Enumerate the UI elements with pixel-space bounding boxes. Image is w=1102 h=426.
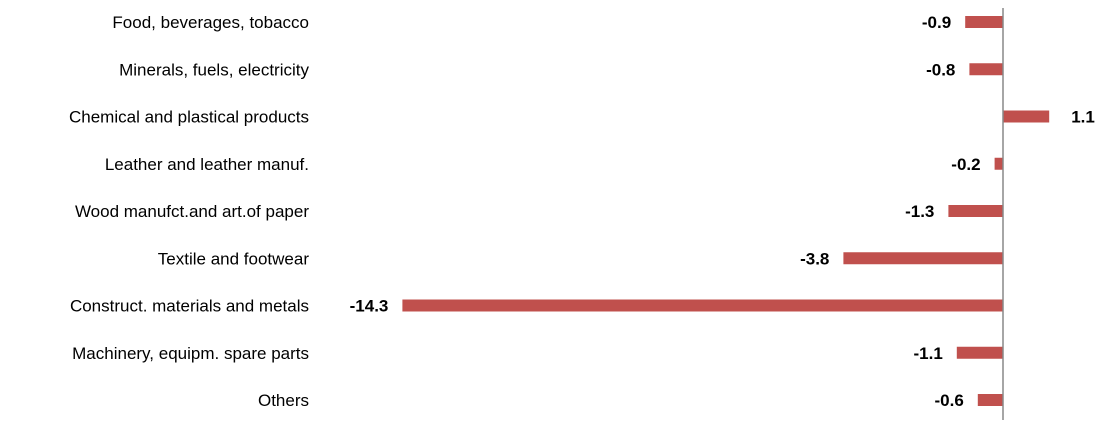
bar [402,299,1003,312]
category-label: Construct. materials and metals [70,297,309,316]
bars [402,16,1050,406]
bar [977,394,1003,406]
data-label: -0.8 [926,60,955,79]
category-label: Leather and leather manuf. [105,155,309,174]
bar [965,16,1003,28]
category-label: Machinery, equipm. spare parts [72,344,309,363]
bar [994,157,1003,170]
data-label: -3.8 [800,249,829,268]
category-label: Textile and footwear [158,249,310,268]
category-label: Minerals, fuels, electricity [119,60,309,79]
data-label: -0.2 [951,155,980,174]
bar [956,346,1003,359]
value-labels: -0.9 -0.8 1.1 -0.2 -1.3 -3.8 -14.3 -1.1 -0.6 [350,13,1095,410]
category-label: Others [258,391,309,410]
data-label: 1.1 [1071,108,1095,127]
data-label: -0.9 [922,13,951,32]
category-label: Wood manufct.and art.of paper [75,202,309,221]
data-label: -14.3 [350,297,389,316]
category-label: Chemical and plastical products [69,108,309,127]
category-labels: Food, beverages, tobacco Minerals, fuels,… [69,13,310,410]
bar [843,252,1003,265]
data-label: -1.1 [914,344,943,363]
data-label: -1.3 [905,202,934,221]
data-label: -0.6 [935,391,964,410]
bar [1003,110,1050,123]
category-label: Food, beverages, tobacco [112,13,309,32]
bar [948,205,1003,217]
bar [969,63,1003,76]
